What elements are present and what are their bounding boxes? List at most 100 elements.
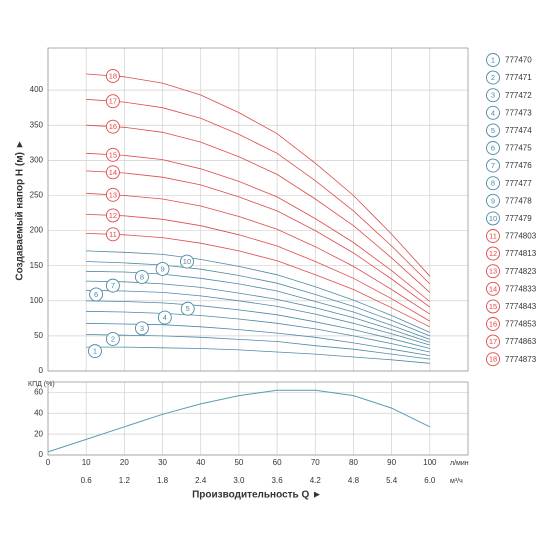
legend-number: 5 — [491, 126, 495, 135]
curve — [86, 214, 431, 322]
curve-label-circle — [105, 147, 120, 162]
x-tick-label: 40 — [196, 458, 205, 467]
legend-label: 7774873 — [505, 355, 537, 364]
y-axis-title: Создаваемый напор Н (м) ► — [15, 139, 26, 280]
y-tick-label: 50 — [34, 331, 43, 340]
legend-circle — [486, 317, 500, 331]
y-tick-label: 100 — [30, 296, 44, 305]
x-tick-label: 60 — [273, 458, 282, 467]
curve — [86, 289, 430, 346]
y-tick-label: 150 — [30, 261, 44, 270]
x-axis-title: Производительность Q ► — [192, 490, 322, 501]
legend-number: 10 — [489, 214, 497, 223]
curve — [86, 170, 431, 308]
legend-label: 777474 — [505, 126, 532, 135]
legend-circle — [486, 352, 500, 367]
curve-label: 9 — [160, 264, 164, 273]
y-tick-label: 60 — [34, 388, 43, 397]
x2-tick-label: 4.8 — [348, 476, 360, 485]
curve-label: 8 — [140, 272, 144, 281]
y-tick-label: 40 — [34, 408, 43, 417]
x-tick-label: 20 — [120, 458, 129, 467]
curve-label: 11 — [109, 230, 117, 239]
curve-label-circle — [180, 254, 194, 269]
x-tick-label: 0 — [46, 458, 51, 467]
curve-label: 13 — [109, 190, 117, 199]
x-tick-label: 50 — [234, 458, 243, 467]
curve-label-circle — [105, 119, 120, 134]
legend-label: 7774843 — [505, 302, 537, 311]
curve-label: 16 — [109, 122, 117, 131]
curve-label-circle — [105, 332, 120, 346]
x-tick-label: 100 — [423, 458, 437, 467]
y-tick-label: 250 — [30, 191, 44, 200]
curve — [86, 98, 431, 285]
plot-frame — [47, 47, 469, 372]
x-tick-label: 30 — [158, 458, 167, 467]
curve — [86, 310, 430, 353]
legend-label: 777473 — [505, 108, 532, 117]
legend-number: 4 — [491, 108, 495, 117]
curve-label: 4 — [163, 313, 167, 322]
curve-label-circle — [134, 321, 149, 336]
curve-label: 10 — [183, 257, 191, 266]
legend-number: 7 — [491, 161, 495, 170]
legend-number: 17 — [489, 337, 497, 346]
curve-label-circle — [105, 227, 120, 242]
legend-number: 16 — [489, 319, 497, 328]
legend-label: 777477 — [505, 179, 532, 188]
legend-number: 2 — [491, 73, 495, 82]
legend-number: 9 — [491, 196, 495, 205]
legend-number: 13 — [489, 267, 497, 276]
x2-tick-label: 6.0 — [424, 476, 436, 485]
curve-label-circle — [105, 94, 120, 109]
legend-circle — [486, 193, 500, 208]
legend-label: 7774833 — [505, 284, 537, 293]
curve-label: 15 — [109, 150, 117, 159]
y-tick-label: 0 — [39, 450, 44, 459]
y-tick-label: 200 — [30, 226, 44, 235]
legend-label: 777479 — [505, 214, 532, 223]
plot-frame — [47, 381, 469, 456]
curve-label: 1 — [93, 347, 97, 356]
curve — [86, 250, 430, 333]
x2-tick-label: 3.0 — [233, 476, 245, 485]
y-tick-label: 400 — [30, 85, 44, 94]
curve — [86, 192, 431, 315]
x2-tick-label: 1.8 — [157, 476, 169, 485]
curve-label-circle — [105, 278, 120, 293]
y-tick-label: 350 — [30, 120, 44, 129]
x2-tick-label: 5.4 — [386, 476, 398, 485]
curve-label: 2 — [111, 334, 115, 343]
legend-number: 6 — [491, 143, 495, 152]
legend-number: 14 — [489, 284, 497, 293]
curve-label: 6 — [94, 290, 98, 299]
legend-label: 7774813 — [505, 249, 537, 258]
curve — [86, 233, 430, 328]
legend-circle — [486, 88, 500, 103]
legend-label: 7774863 — [505, 337, 537, 346]
legend-circle — [486, 334, 500, 349]
curve-label-circle — [155, 262, 170, 276]
curve-label: 3 — [140, 324, 144, 333]
curve-label-circle — [180, 301, 195, 316]
curve-label-circle — [105, 208, 120, 223]
legend-circle — [486, 158, 500, 173]
curve-label-circle — [105, 68, 120, 83]
legend-circle — [486, 281, 500, 296]
legend-label: 7774803 — [505, 232, 537, 241]
x2-tick-label: 4.2 — [310, 476, 322, 485]
legend-label: 777472 — [505, 91, 532, 100]
y-tick-label: 300 — [30, 155, 44, 164]
x-tick-label: 10 — [82, 458, 91, 467]
curve-label-circle — [105, 187, 120, 202]
legend-circle — [486, 264, 500, 279]
curve-label-circle — [89, 287, 104, 302]
y-tick-label: 0 — [39, 366, 44, 375]
y-tick-label: 20 — [34, 429, 43, 438]
legend-number: 15 — [489, 302, 497, 311]
legend-number: 11 — [489, 231, 497, 240]
x-tick-label: 90 — [387, 458, 396, 467]
legend-label: 777475 — [505, 144, 532, 153]
